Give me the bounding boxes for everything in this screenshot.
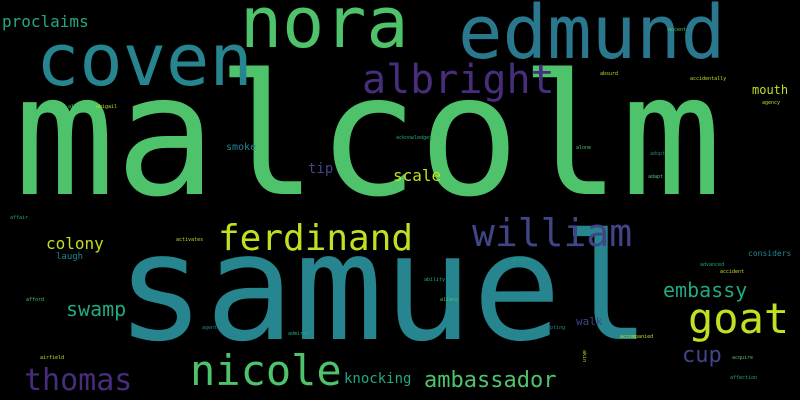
word-tip: tip	[308, 161, 334, 177]
word-cup: cup	[682, 343, 722, 368]
word-accepting: accepting	[538, 325, 566, 331]
word-airfield: airfield	[40, 355, 65, 361]
word-allows: allows	[68, 104, 87, 110]
word-acquire: acquire	[732, 355, 754, 361]
word-adapt: adapt	[648, 174, 664, 180]
word-absurd: absurd	[600, 71, 619, 77]
word-afford: afford	[26, 297, 45, 303]
word-accident: accident	[720, 269, 745, 275]
word-alone: alone	[576, 145, 592, 151]
word-nora: nora	[240, 0, 409, 64]
word-aliens: aliens	[440, 297, 459, 303]
word-acknowledges: acknowledges	[396, 135, 433, 141]
word-swamp: swamp	[66, 297, 127, 321]
word-considers: considers	[748, 249, 792, 258]
word-mouth: mouth	[752, 83, 789, 97]
word-coven: coven	[36, 18, 253, 102]
word-edmund: edmund	[458, 0, 726, 76]
word-accompanied: accompanied	[620, 334, 654, 340]
word-laugh: laugh	[56, 252, 84, 262]
word-accidentally: accidentally	[690, 76, 727, 82]
word-nicole: nicole	[190, 346, 342, 395]
word-albright: albright	[362, 57, 555, 103]
word-embassy: embassy	[663, 278, 748, 302]
word-samuel: samuel	[116, 202, 651, 374]
word-malcolm: malcolm	[14, 38, 723, 234]
word-affection: affection	[730, 375, 758, 381]
word-affair: affair	[10, 215, 29, 221]
word-thomas: thomas	[24, 363, 133, 398]
word-scale: scale	[393, 166, 442, 185]
word-walk: walk	[576, 315, 603, 328]
word-proclaims: proclaims	[2, 12, 89, 31]
word-ambassador: ambassador	[424, 368, 557, 393]
word-accent: accent	[668, 27, 687, 33]
word-advanced: advanced	[700, 262, 725, 268]
word-across: across	[512, 257, 531, 263]
word-adopt: adopt	[650, 151, 666, 157]
word-knocking: knocking	[344, 371, 412, 387]
word-william: william	[472, 211, 633, 255]
word-agent: agent	[202, 325, 218, 331]
word-colony: colony	[46, 234, 104, 253]
word-ability: ability	[424, 277, 446, 283]
word-admiral: admiral	[288, 331, 310, 337]
word-agency: agency	[762, 100, 781, 106]
word-activates: activates	[176, 237, 204, 243]
word-goat: goat	[688, 294, 790, 343]
word-ferdinand: ferdinand	[218, 218, 414, 259]
word-smoke: smoke	[226, 142, 257, 153]
word-akin: akin	[581, 350, 587, 363]
word-abigail: abigail	[96, 104, 118, 110]
